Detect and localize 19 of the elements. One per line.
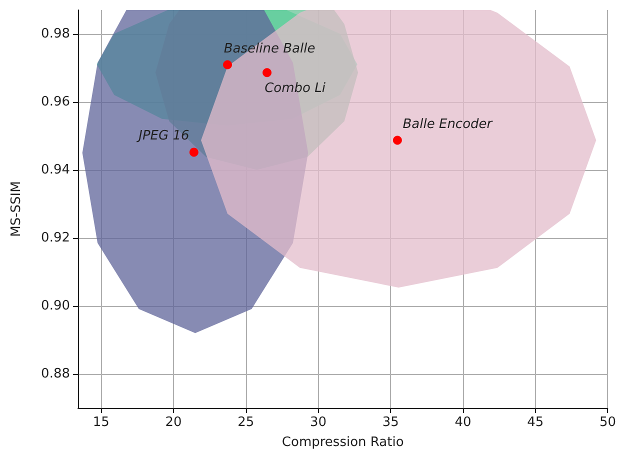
series-label: Balle Encoder [402,116,494,132]
x-axis-title: Compression Ratio [282,435,404,450]
series-label: JPEG 16 [136,128,190,144]
x-tick-label: 15 [92,415,110,430]
y-tick-label: 0.90 [41,298,70,314]
y-tick-label: 0.88 [41,366,70,382]
x-tick-label: 45 [527,415,544,430]
x-tick-label: 25 [238,415,254,430]
x-tick-label: 50 [599,415,616,430]
series-label: Combo Li [264,81,326,96]
y-tick-label: 0.92 [41,230,70,246]
y-axis-title: MS-SSIM [9,181,24,237]
y-tick-label: 0.96 [41,94,70,110]
y-tick-label: 0.94 [41,162,70,178]
x-tick-label: 30 [310,415,327,430]
y-tick-label: 0.98 [41,26,70,42]
x-tick-label: 35 [382,415,399,430]
x-tick-label: 40 [454,415,472,430]
x-tick-label: 20 [165,415,182,430]
